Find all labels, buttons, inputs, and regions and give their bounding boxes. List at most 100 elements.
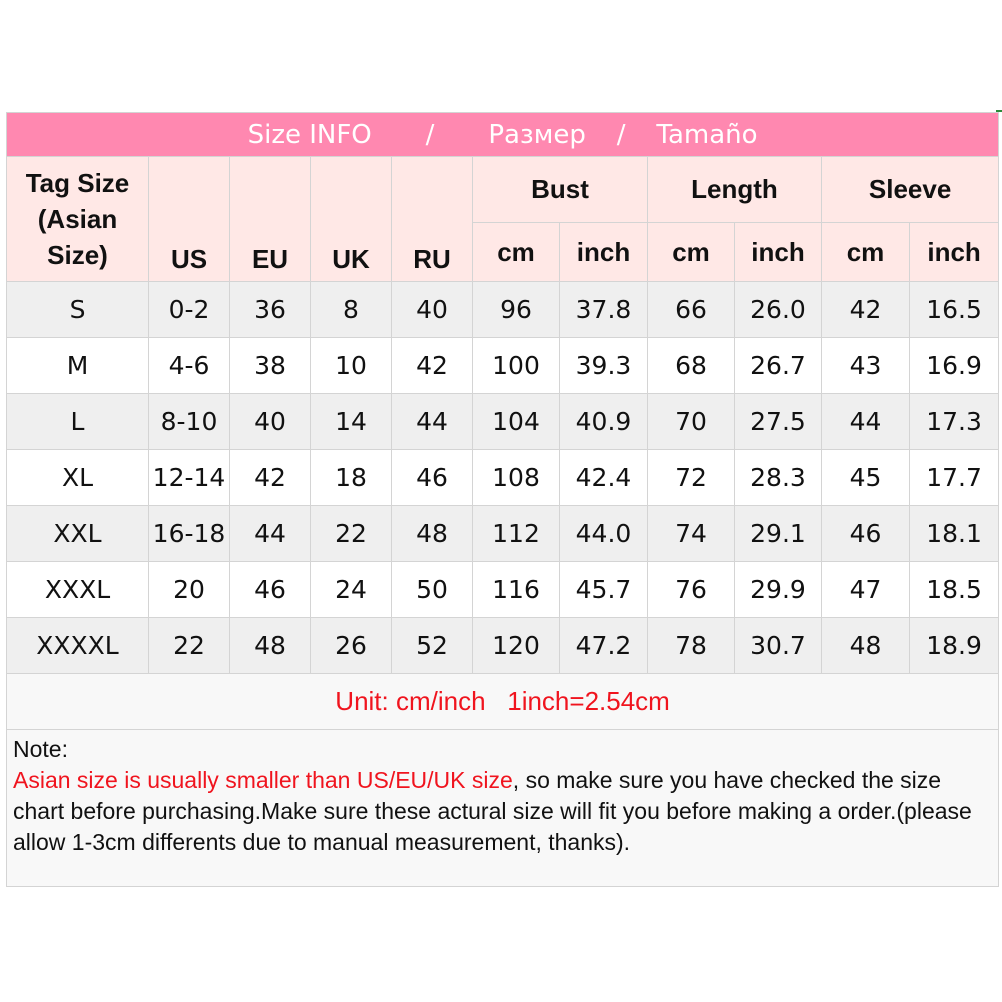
cell-us: 4-6: [148, 337, 230, 394]
header-eu: EU: [229, 156, 311, 282]
header-sleeve-inch: inch: [908, 222, 1000, 282]
table-row: XXXL 20 46 24 50 116 45.7 76 29.9 47 18.5: [6, 561, 1000, 618]
cell-sleeve-cm: 45: [821, 449, 910, 506]
table-row: L 8-10 40 14 44 104 40.9 70 27.5 44 17.3: [6, 393, 1000, 450]
table-row: XXL 16-18 44 22 48 112 44.0 74 29.1 46 18.1: [6, 505, 1000, 562]
cell-length-cm: 70: [647, 393, 735, 450]
cell-sleeve-inch: 16.5: [908, 281, 1000, 338]
cell-length-inch: 29.1: [734, 505, 822, 562]
cell-length-cm: 74: [647, 505, 735, 562]
cell-length-inch: 27.5: [734, 393, 822, 450]
header-sleeve: Sleeve: [820, 156, 1000, 223]
cell-ru: 50: [391, 561, 473, 618]
cell-sleeve-inch: 17.3: [908, 393, 1000, 450]
cell-tag-size: XXL: [6, 505, 149, 562]
cell-uk: 24: [310, 561, 392, 618]
header-length-cm: cm: [647, 222, 735, 282]
title-row: Size INFO / Размер / Tamaño: [5, 112, 1000, 157]
cell-eu: 36: [229, 281, 311, 338]
cell-bust-cm: 116: [472, 561, 560, 618]
note-row: Note: Asian size is usually smaller than …: [5, 729, 1000, 887]
cell-length-inch: 26.7: [734, 337, 822, 394]
cell-uk: 10: [310, 337, 392, 394]
header-bust: Bust: [472, 156, 648, 223]
cell-bust-cm: 108: [472, 449, 560, 506]
cell-tag-size: L: [6, 393, 149, 450]
note-highlight: Asian size is usually smaller than US/EU…: [13, 767, 513, 793]
cell-ru: 40: [391, 281, 473, 338]
title-en: Size INFO: [247, 119, 372, 150]
cell-us: 20: [148, 561, 230, 618]
unit-note: Unit: cm/inch 1inch=2.54cm: [5, 673, 1000, 730]
cell-sleeve-cm: 43: [821, 337, 910, 394]
header-length-inch: inch: [734, 222, 822, 282]
cell-bust-inch: 37.8: [559, 281, 648, 338]
header-sleeve-cm: cm: [821, 222, 910, 282]
cell-uk: 18: [310, 449, 392, 506]
header-bust-inch: inch: [559, 222, 648, 282]
title-ru: Размер: [488, 119, 586, 150]
table-row: M 4-6 38 10 42 100 39.3 68 26.7 43 16.9: [6, 337, 1000, 394]
cell-ru: 46: [391, 449, 473, 506]
cell-uk: 26: [310, 617, 392, 674]
cell-bust-inch: 40.9: [559, 393, 648, 450]
cell-length-inch: 26.0: [734, 281, 822, 338]
cell-ru: 44: [391, 393, 473, 450]
cell-ru: 48: [391, 505, 473, 562]
cell-sleeve-inch: 18.9: [908, 617, 1000, 674]
note-body: , so make sure you have checked the size…: [13, 767, 972, 855]
cell-tag-size: XXXXL: [6, 617, 149, 674]
cell-sleeve-cm: 46: [821, 505, 910, 562]
cell-us: 0-2: [148, 281, 230, 338]
cell-length-cm: 78: [647, 617, 735, 674]
cell-us: 16-18: [148, 505, 230, 562]
cell-sleeve-cm: 47: [821, 561, 910, 618]
note-cell: Note: Asian size is usually smaller than …: [5, 729, 1000, 887]
cell-tag-size: M: [6, 337, 149, 394]
title-sep: /: [425, 119, 435, 150]
cell-bust-cm: 112: [472, 505, 560, 562]
cell-uk: 14: [310, 393, 392, 450]
cell-length-inch: 30.7: [734, 617, 822, 674]
cell-eu: 42: [229, 449, 311, 506]
cell-bust-inch: 45.7: [559, 561, 648, 618]
cell-length-inch: 29.9: [734, 561, 822, 618]
cell-bust-cm: 100: [472, 337, 560, 394]
cell-tag-size: XL: [6, 449, 149, 506]
cell-us: 8-10: [148, 393, 230, 450]
header-tag-size: Tag Size (Asian Size): [6, 156, 149, 282]
cell-sleeve-inch: 16.9: [908, 337, 1000, 394]
cell-bust-cm: 104: [472, 393, 560, 450]
unit-row: Unit: cm/inch 1inch=2.54cm: [5, 673, 1000, 730]
cell-bust-cm: 120: [472, 617, 560, 674]
header-ru: RU: [391, 156, 473, 282]
table-row: S 0-2 36 8 40 96 37.8 66 26.0 42 16.5: [6, 281, 1000, 338]
cell-selection-marker: [996, 110, 1002, 112]
cell-eu: 38: [229, 337, 311, 394]
cell-eu: 44: [229, 505, 311, 562]
cell-bust-inch: 39.3: [559, 337, 648, 394]
cell-length-cm: 76: [647, 561, 735, 618]
cell-tag-size: S: [6, 281, 149, 338]
cell-bust-inch: 44.0: [559, 505, 648, 562]
cell-bust-inch: 47.2: [559, 617, 648, 674]
cell-length-cm: 68: [647, 337, 735, 394]
note-label: Note:: [13, 736, 68, 762]
cell-ru: 52: [391, 617, 473, 674]
cell-ru: 42: [391, 337, 473, 394]
header-bust-cm: cm: [472, 222, 560, 282]
cell-tag-size: XXXL: [6, 561, 149, 618]
cell-eu: 40: [229, 393, 311, 450]
cell-us: 22: [148, 617, 230, 674]
header-us: US: [148, 156, 230, 282]
cell-eu: 48: [229, 617, 311, 674]
table-row: XXXXL 22 48 26 52 120 47.2 78 30.7 48 18.9: [6, 617, 1000, 674]
title-sep: /: [616, 119, 626, 150]
cell-sleeve-cm: 48: [821, 617, 910, 674]
cell-uk: 8: [310, 281, 392, 338]
header-length: Length: [647, 156, 822, 223]
cell-length-inch: 28.3: [734, 449, 822, 506]
cell-uk: 22: [310, 505, 392, 562]
cell-sleeve-inch: 18.1: [908, 505, 1000, 562]
cell-length-cm: 66: [647, 281, 735, 338]
